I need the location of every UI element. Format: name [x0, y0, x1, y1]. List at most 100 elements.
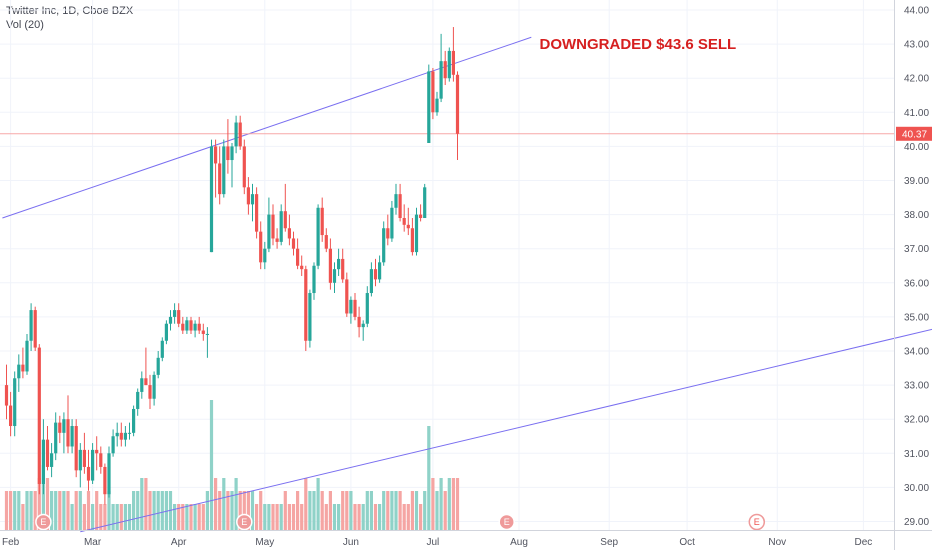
- candle-body: [414, 214, 419, 253]
- volume-bar: [312, 491, 316, 530]
- volume-bar: [402, 504, 406, 530]
- candle-body: [50, 453, 54, 467]
- volume-bar: [50, 491, 54, 530]
- candle-body: [209, 146, 214, 253]
- volume-bar: [189, 504, 193, 530]
- candle-body: [127, 432, 132, 434]
- candle: [455, 71, 460, 161]
- y-tick-label: 42.00: [904, 74, 929, 85]
- candle-body: [312, 265, 316, 294]
- candle-body: [349, 299, 353, 314]
- downgrade-annotation[interactable]: DOWNGRADED $43.6 SELL: [540, 36, 737, 53]
- volume-bar: [222, 478, 226, 530]
- candle: [443, 50, 447, 86]
- candle: [201, 323, 205, 341]
- candle-body: [406, 224, 410, 229]
- volume-bar: [91, 504, 95, 530]
- candle-body: [410, 228, 414, 253]
- volume-bar: [41, 465, 45, 530]
- volume-bar: [353, 504, 357, 530]
- candle: [345, 272, 349, 317]
- volume-bar: [33, 491, 37, 530]
- y-tick-label: 37.00: [904, 244, 929, 255]
- candle-body: [123, 432, 127, 440]
- chart-legend: Twitter Inc, 1D, Cboe BZX Vol (20): [6, 4, 133, 32]
- trendline[interactable]: [2, 36, 532, 219]
- candle: [271, 204, 275, 246]
- candle-body: [95, 449, 99, 454]
- volume-bar: [255, 504, 259, 530]
- candle-body: [332, 269, 337, 283]
- candle: [361, 320, 365, 341]
- candle: [316, 204, 320, 270]
- volume-bar: [132, 491, 136, 530]
- volume-bar: [365, 491, 369, 530]
- volume-bar: [382, 491, 386, 530]
- candle-body: [250, 194, 255, 205]
- earnings-marker[interactable]: E: [498, 513, 515, 531]
- candle: [259, 221, 263, 270]
- earnings-marker-circle[interactable]: [236, 513, 253, 531]
- candle: [107, 446, 111, 498]
- volume-bar: [316, 478, 320, 530]
- volume-bar: [144, 478, 148, 530]
- volume-bar: [107, 491, 111, 530]
- volume-bar: [13, 491, 17, 530]
- candle-body: [230, 146, 234, 161]
- earnings-marker[interactable]: E: [748, 513, 766, 531]
- candle: [123, 426, 127, 447]
- volume-bar: [439, 478, 443, 530]
- candle: [127, 422, 132, 440]
- candle-body: [168, 316, 173, 324]
- earnings-marker[interactable]: E: [236, 513, 253, 531]
- earnings-marker-circle[interactable]: [498, 513, 515, 531]
- earnings-marker-circle[interactable]: [748, 513, 766, 531]
- last-price-value: 40.37: [902, 129, 927, 140]
- volume-bar: [99, 504, 103, 530]
- trendline[interactable]: [80, 327, 932, 533]
- symbol-label[interactable]: Twitter Inc, 1D, Cboe BZX: [6, 5, 134, 17]
- candle: [263, 241, 267, 270]
- earnings-marker[interactable]: E: [35, 513, 52, 531]
- candle-body: [439, 61, 443, 99]
- volume-bar: [205, 491, 209, 530]
- earnings-marker-circle[interactable]: [35, 513, 52, 531]
- candle-body: [324, 235, 328, 249]
- volume-bar: [320, 491, 324, 530]
- candle-body: [357, 316, 361, 328]
- candle: [50, 443, 54, 478]
- candle: [287, 214, 291, 246]
- candle: [45, 426, 50, 471]
- candle: [37, 344, 41, 495]
- candle-body: [62, 419, 66, 433]
- candle: [451, 27, 455, 82]
- candle: [226, 119, 230, 174]
- candle: [66, 395, 70, 454]
- candle-body: [66, 419, 70, 447]
- candle-body: [111, 436, 115, 454]
- candle: [300, 255, 304, 276]
- candle: [447, 47, 451, 82]
- candle-body: [300, 265, 304, 270]
- candle: [41, 419, 45, 495]
- volume-bar: [378, 504, 382, 530]
- candle: [255, 187, 259, 239]
- candle: [398, 183, 402, 222]
- volume-bar: [66, 491, 70, 530]
- volume-bar: [242, 491, 246, 530]
- volume-bar: [148, 491, 152, 530]
- volume-bar: [386, 491, 390, 530]
- volume-label[interactable]: Vol (20): [6, 19, 44, 31]
- x-tick-label: Mar: [84, 537, 102, 548]
- trendlines[interactable]: [2, 36, 932, 533]
- volume-bar: [230, 491, 234, 530]
- candle-body: [431, 71, 435, 113]
- candle: [291, 231, 296, 256]
- candle: [189, 316, 193, 334]
- candle-body: [164, 323, 168, 341]
- candle: [205, 327, 209, 358]
- candle-body: [70, 426, 74, 447]
